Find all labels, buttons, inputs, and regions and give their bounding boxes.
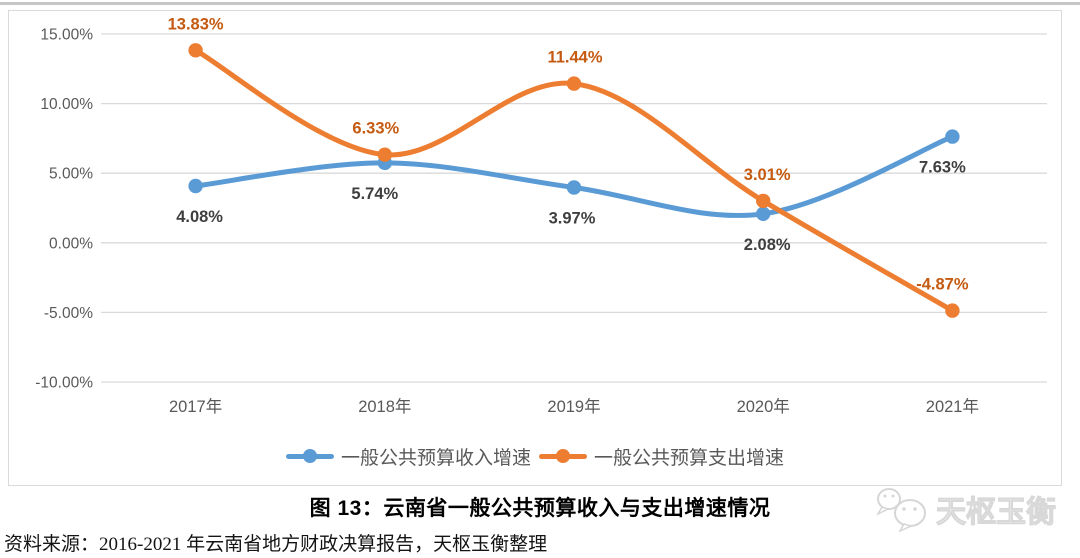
y-axis-tick-label: 0.00% xyxy=(49,235,93,252)
data-point xyxy=(756,193,771,209)
x-axis-tick-label: 2020年 xyxy=(737,397,790,416)
data-point xyxy=(945,303,960,318)
x-axis-tick-label: 2021年 xyxy=(926,397,979,416)
x-axis-tick-label: 2018年 xyxy=(358,397,411,416)
y-axis-tick-label: -10.00% xyxy=(35,375,93,392)
legend-item-expenditure: 一般公共预算支出增速 xyxy=(539,443,784,470)
data-label: 6.33% xyxy=(352,120,399,138)
data-point xyxy=(188,178,203,194)
y-axis-tick-label: 5.00% xyxy=(49,166,93,183)
data-label: 3.97% xyxy=(549,210,596,228)
data-label: -4.87% xyxy=(916,276,969,294)
data-label: 13.83% xyxy=(168,15,224,33)
line-chart-svg: 15.00% 10.00% 5.00% 0.00% -5.00% -10.00% 2017年… xyxy=(35,15,1047,416)
data-point xyxy=(566,180,582,195)
data-label: 4.08% xyxy=(176,208,223,226)
legend-label-income: 一般公共预算收入增速 xyxy=(340,447,531,469)
data-label: 2.08% xyxy=(744,236,791,254)
data-point xyxy=(756,206,771,221)
page-top-divider xyxy=(0,2,1080,5)
x-axis-tick-label: 2017年 xyxy=(169,397,222,416)
x-axis-tick-label: 2019年 xyxy=(547,397,600,416)
data-point xyxy=(377,147,392,162)
wechat-logo-icon xyxy=(876,488,926,532)
chart-caption: 图 13：云南省一般公共预算收入与支出增速情况 xyxy=(309,497,771,520)
data-label: 5.74% xyxy=(351,185,398,203)
data-point xyxy=(566,76,582,91)
legend-marker-income-icon xyxy=(285,449,334,464)
data-label: 3.01% xyxy=(744,166,791,184)
source-note: 资料来源：2016-2021 年云南省地方财政决算报告，天枢玉衡整理 xyxy=(4,534,548,555)
y-axis-tick-label: 15.00% xyxy=(40,27,93,44)
chart-frame: 15.00% 10.00% 5.00% 0.00% -5.00% -10.00% 2017年… xyxy=(8,10,1062,486)
series-line-0 xyxy=(193,134,955,218)
data-point xyxy=(188,43,203,58)
y-axis-tick-label: -5.00% xyxy=(44,305,93,322)
legend-item-income: 一般公共预算收入增速 xyxy=(285,443,531,470)
y-axis-tick-label: 10.00% xyxy=(40,96,93,113)
legend-label-expenditure: 一般公共预算支出增速 xyxy=(594,447,785,469)
legend-marker-expenditure-icon xyxy=(539,449,587,464)
data-label: 7.63% xyxy=(919,159,966,177)
data-label: 11.44% xyxy=(547,49,602,67)
watermark: 天枢玉衡 xyxy=(874,486,1057,532)
chart-legend: 一般公共预算收入增速 一般公共预算支出增速 xyxy=(9,442,1061,470)
data-point xyxy=(945,129,960,144)
watermark-text: 天枢玉衡 xyxy=(936,496,1057,530)
